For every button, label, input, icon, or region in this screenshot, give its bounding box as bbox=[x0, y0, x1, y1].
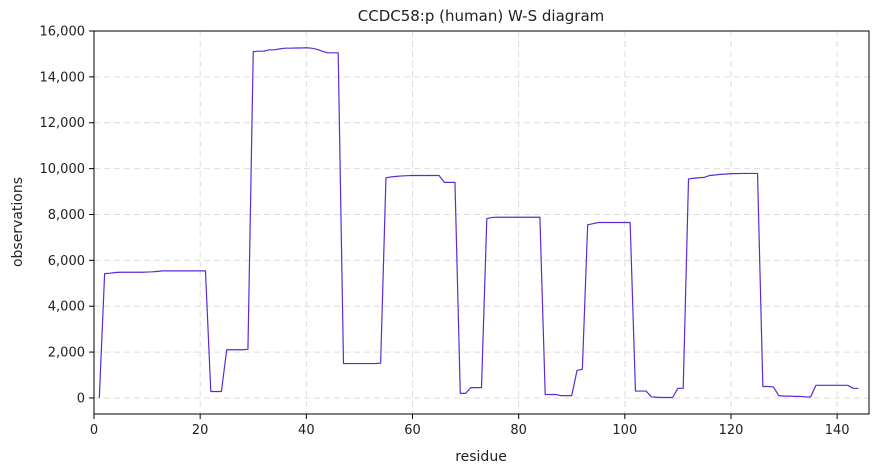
series-line bbox=[98, 47, 859, 399]
y-tick-label: 14,000 bbox=[40, 70, 86, 85]
axis-ticks: 0 20 40 60 80 100 120 140 0 2,000 4,000 6,000 8,000 1… bbox=[40, 25, 850, 439]
y-tick-label: 4,000 bbox=[48, 300, 85, 315]
y-tick-label: 16,000 bbox=[40, 25, 86, 40]
y-axis-label: observations bbox=[10, 177, 26, 267]
y-tick-label: 0 bbox=[77, 391, 85, 406]
y-tick-label: 2,000 bbox=[48, 346, 85, 361]
plot-area-frame bbox=[93, 30, 870, 415]
x-tick-label: 20 bbox=[192, 423, 209, 438]
y-tick-label: 6,000 bbox=[48, 254, 85, 269]
x-tick-label: 120 bbox=[719, 423, 744, 438]
y-tick-label: 12,000 bbox=[40, 116, 86, 131]
series-layer bbox=[98, 47, 859, 399]
x-tick-label: 60 bbox=[404, 423, 421, 438]
y-tick-label: 8,000 bbox=[48, 208, 85, 223]
x-tick-label: 140 bbox=[825, 423, 850, 438]
chart-title: CCDC58:p (human) W-S diagram bbox=[358, 7, 605, 25]
x-tick-label: 0 bbox=[90, 423, 98, 438]
x-tick-label: 80 bbox=[510, 423, 527, 438]
grid-lines bbox=[93, 30, 869, 414]
x-tick-label: 100 bbox=[612, 423, 637, 438]
x-tick-label: 40 bbox=[298, 423, 315, 438]
y-tick-label: 10,000 bbox=[40, 162, 86, 177]
x-axis-label: residue bbox=[455, 449, 507, 465]
